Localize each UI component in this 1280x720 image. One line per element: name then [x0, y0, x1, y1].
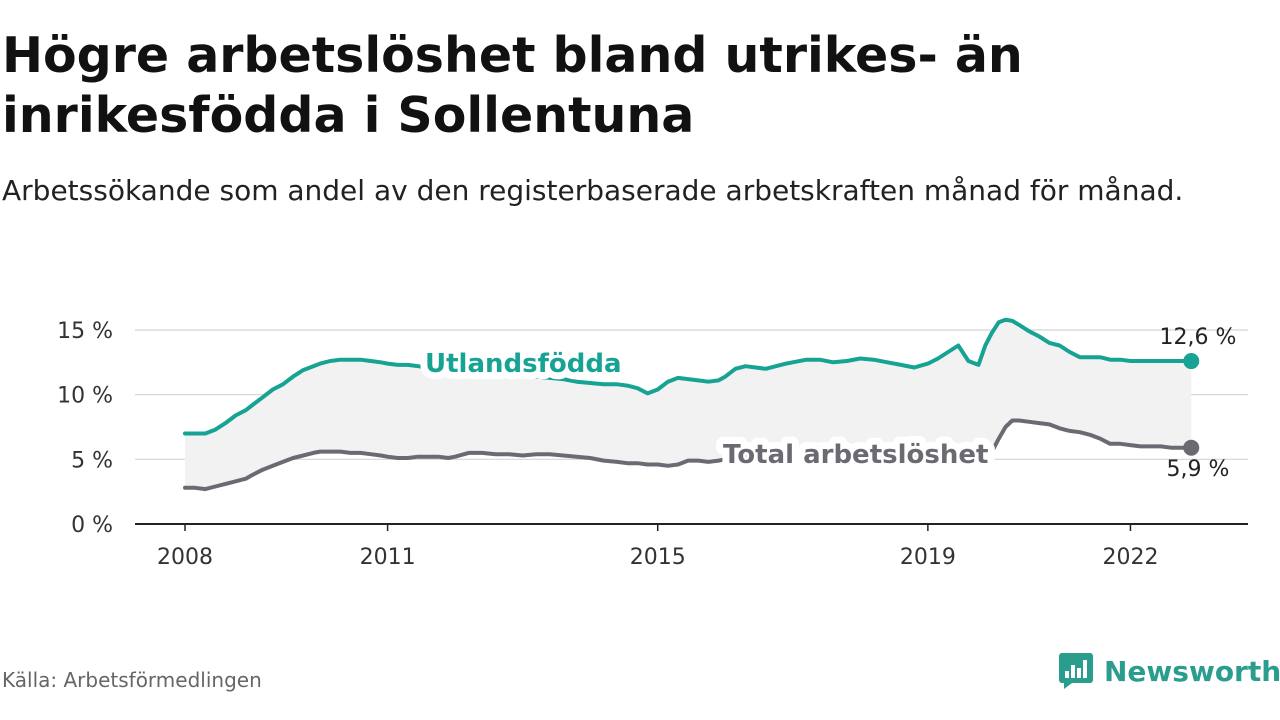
x-tick-label: 2022 — [1102, 545, 1158, 570]
y-tick-label: 0 % — [71, 513, 113, 538]
x-tick-label: 2015 — [630, 545, 686, 570]
series-label-total-text: Total arbetslöshet — [723, 440, 988, 470]
x-tick-label: 2011 — [360, 545, 416, 570]
x-tick-label: 2008 — [157, 545, 213, 570]
y-tick-label: 15 % — [57, 319, 113, 344]
gap-band — [185, 319, 1192, 490]
end-value-label-total: 5,9 % — [1167, 457, 1230, 482]
series-line-foreign-born — [183, 317, 1194, 436]
chart-bubble-icon — [1059, 653, 1093, 689]
chart-subtitle: Arbetssökande som andel av den registerb… — [2, 174, 1184, 207]
series-label-foreign-born-halo: Utlandsfödda — [425, 349, 622, 379]
brand-logo: Newsworthy — [1058, 651, 1280, 691]
y-tick-label: 5 % — [71, 448, 113, 473]
x-tick-label: 2019 — [900, 545, 956, 570]
series-label-foreign-born-text: Utlandsfödda — [425, 349, 622, 379]
end-value-label-foreign-born: 12,6 % — [1160, 325, 1237, 350]
series-line-total — [183, 418, 1194, 492]
y-tick-label: 10 % — [57, 384, 113, 409]
series-label-total-halo: Total arbetslöshet — [723, 440, 988, 470]
chart-title: Högre arbetslöshet bland utrikes- än inr… — [2, 27, 1023, 144]
end-point-marker — [1183, 353, 1200, 370]
brand-name: Newsworthy — [1104, 654, 1280, 688]
source-note: Källa: Arbetsförmedlingen — [2, 668, 262, 692]
end-point-marker — [1183, 439, 1200, 456]
